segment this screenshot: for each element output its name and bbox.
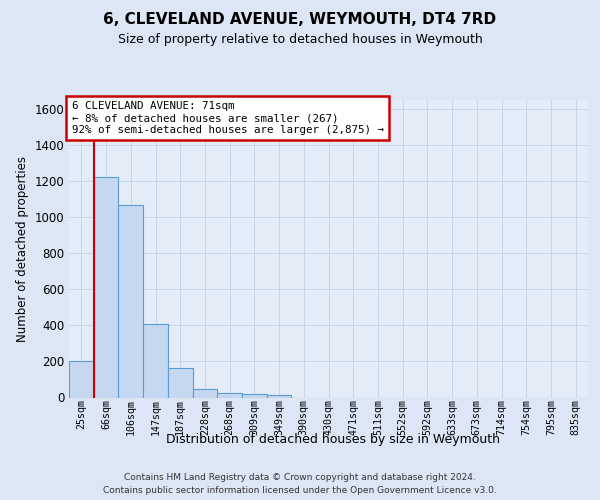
Bar [118,204,143,398]
Bar [267,395,292,398]
Text: 6 CLEVELAND AVENUE: 71sqm
← 8% of detached houses are smaller (267)
92% of semi-: 6 CLEVELAND AVENUE: 71sqm ← 8% of detach… [71,102,383,134]
Bar [143,324,168,398]
Bar [242,394,267,398]
Bar [168,368,193,398]
Text: 6, CLEVELAND AVENUE, WEYMOUTH, DT4 7RD: 6, CLEVELAND AVENUE, WEYMOUTH, DT4 7RD [103,12,497,28]
Bar [193,389,217,398]
Y-axis label: Number of detached properties: Number of detached properties [16,156,29,342]
Text: Size of property relative to detached houses in Weymouth: Size of property relative to detached ho… [118,32,482,46]
Text: Contains public sector information licensed under the Open Government Licence v3: Contains public sector information licen… [103,486,497,495]
Bar [94,176,118,398]
Bar [69,360,94,398]
Bar [217,392,242,398]
Text: Contains HM Land Registry data © Crown copyright and database right 2024.: Contains HM Land Registry data © Crown c… [124,472,476,482]
Text: Distribution of detached houses by size in Weymouth: Distribution of detached houses by size … [166,432,500,446]
